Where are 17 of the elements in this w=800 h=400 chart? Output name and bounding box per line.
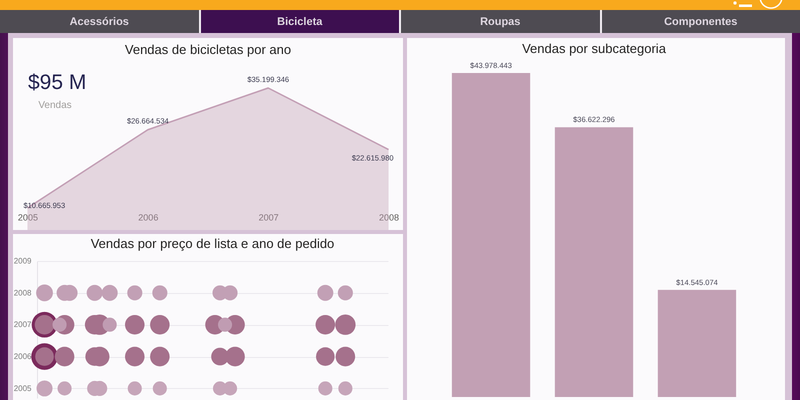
annotation: Vendas (38, 100, 72, 111)
tab[interactable]: Roupas (401, 10, 600, 33)
x-tick-label: 2008 (379, 212, 400, 222)
chart-title: Vendas de bicicletas por ano (124, 42, 292, 57)
y-tick-label: 2005 (14, 384, 32, 393)
chart-title: Vendas por preço de lista e ano de pedido (90, 236, 334, 251)
tab[interactable]: Acessórios (0, 10, 198, 33)
x-tick-label: 2007 (258, 212, 279, 222)
annotation: $95 M (28, 71, 86, 94)
y-tick-label: 2007 (14, 320, 32, 330)
x-tick-label: 2006 (138, 212, 158, 222)
y-tick-label: 2009 (14, 256, 32, 266)
tab[interactable]: Componentes (602, 10, 800, 33)
y-tick-label: 2008 (14, 288, 32, 298)
tab[interactable]: Bicicleta (200, 10, 399, 33)
chart-title: Vendas por subcategoria (522, 41, 667, 56)
y-tick-label: 2006 (14, 352, 32, 362)
